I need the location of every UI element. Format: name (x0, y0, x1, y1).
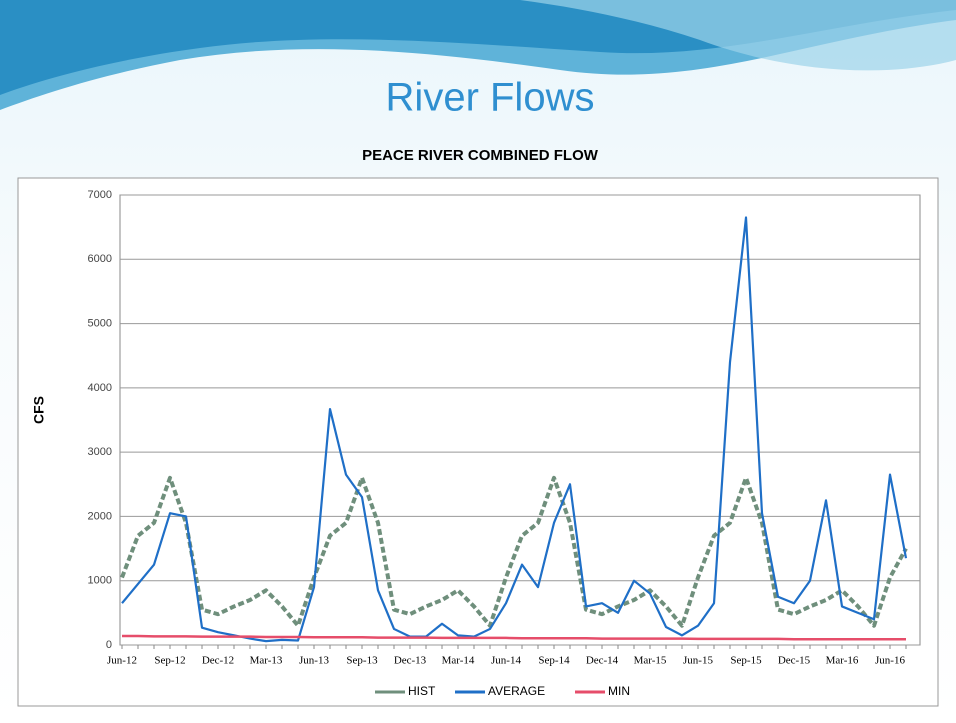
x-tick-label: Dec-14 (586, 655, 619, 667)
x-tick-label: Dec-13 (394, 655, 427, 667)
y-tick-label: 7000 (88, 189, 112, 201)
slide: River Flows PEACE RIVER COMBINED FLOW CF… (0, 0, 956, 723)
y-tick-label: 5000 (88, 317, 112, 329)
x-tick-label: Dec-12 (202, 655, 234, 667)
x-tick-label: Dec-15 (778, 655, 811, 667)
legend-label: AVERAGE (488, 684, 545, 698)
x-tick-label: Jun-12 (107, 655, 137, 667)
y-tick-label: 6000 (88, 253, 112, 265)
x-tick-label: Sep-15 (730, 655, 762, 667)
x-tick-label: Jun-15 (683, 655, 713, 667)
y-axis-label: CFS (31, 396, 47, 424)
y-tick-label: 3000 (88, 446, 112, 458)
chart: River Flows PEACE RIVER COMBINED FLOW CF… (0, 0, 956, 723)
y-tick-label: 0 (106, 639, 112, 651)
x-tick-label: Mar-15 (634, 655, 667, 667)
x-tick-label: Jun-16 (875, 655, 905, 667)
x-tick-label: Sep-14 (538, 655, 570, 667)
x-tick-label: Jun-14 (491, 655, 521, 667)
x-tick-label: Mar-16 (826, 655, 859, 667)
slide-title: River Flows (386, 76, 595, 120)
chart-title: PEACE RIVER COMBINED FLOW (362, 147, 599, 164)
legend-label: HIST (408, 684, 436, 698)
x-tick-label: Mar-13 (250, 655, 283, 667)
y-tick-label: 4000 (88, 382, 112, 394)
x-tick-label: Sep-12 (154, 655, 185, 667)
plot-area (120, 195, 920, 645)
x-tick-label: Sep-13 (346, 655, 378, 667)
x-tick-label: Jun-13 (299, 655, 329, 667)
y-tick-label: 2000 (88, 510, 112, 522)
y-tick-label: 1000 (88, 575, 112, 587)
legend-label: MIN (608, 684, 630, 698)
x-tick-label: Mar-14 (442, 655, 475, 667)
